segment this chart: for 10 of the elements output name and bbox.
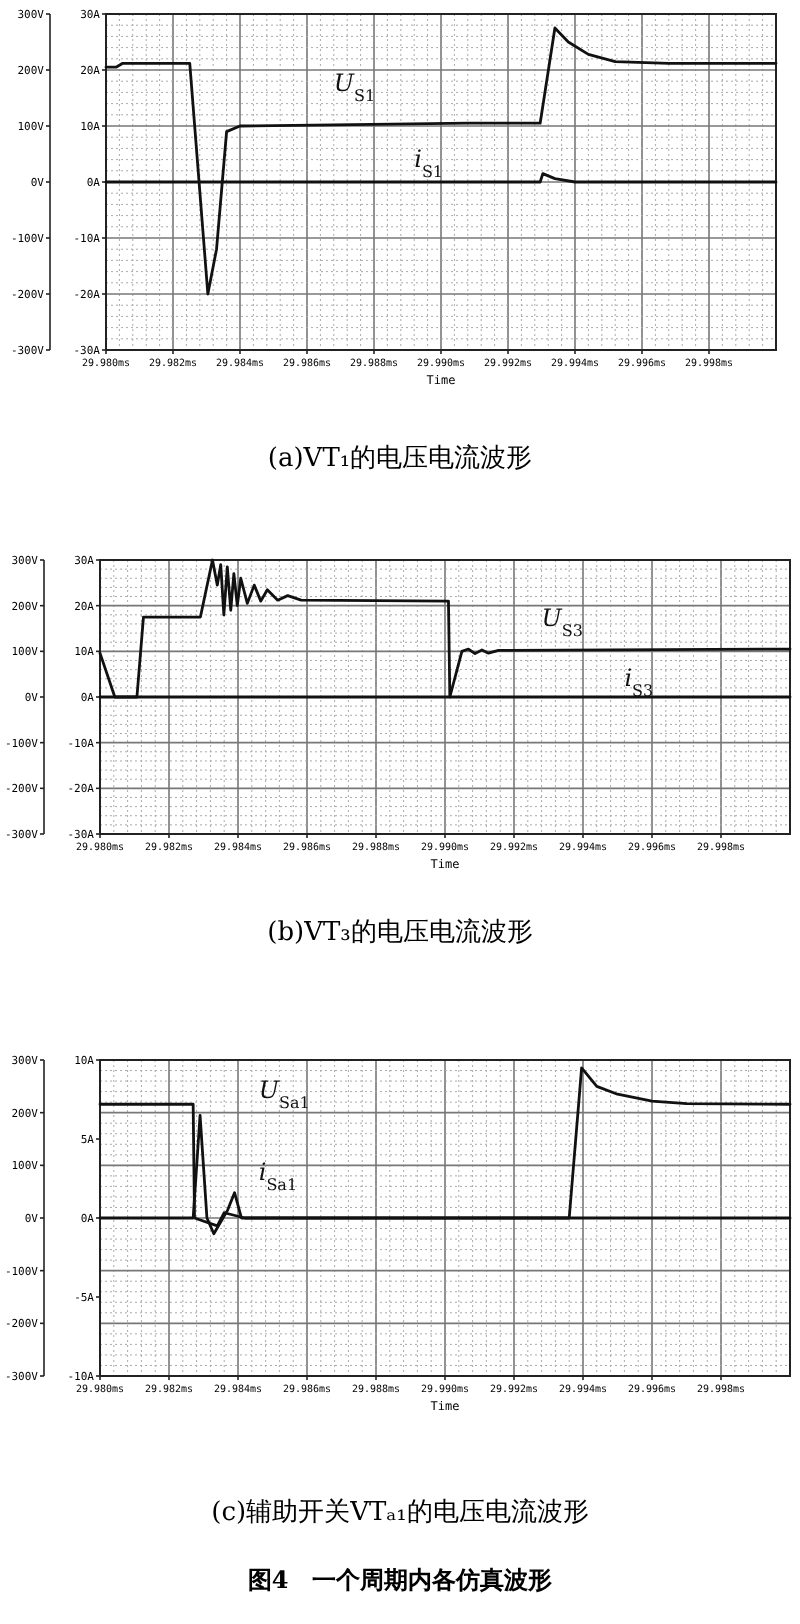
series-label: U$_{S3}$ <box>541 603 584 639</box>
series-label: i$_{S1}$ <box>414 144 444 180</box>
caption: 图4 一个周期内各仿真波形 <box>247 1566 553 1594</box>
series-label: i$_{S3}$ <box>624 664 654 700</box>
series-label: i$_{Sa1}$ <box>258 1158 298 1194</box>
text: (c)辅助开关VTₐ₁的电压电流波形 <box>211 1496 589 1528</box>
text: (b)VT₃的电压电流波形 <box>267 916 533 948</box>
text: U$_{Sa1}$ <box>258 1075 310 1111</box>
text: (a)VT₁的电压电流波形 <box>267 442 533 474</box>
series-label: U$_{S1}$ <box>333 69 376 105</box>
